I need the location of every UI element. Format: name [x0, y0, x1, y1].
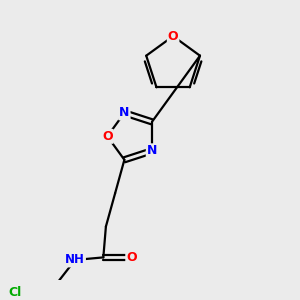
Text: N: N	[119, 106, 130, 119]
Text: Cl: Cl	[8, 286, 21, 299]
Text: O: O	[102, 130, 113, 143]
Text: O: O	[126, 251, 137, 264]
Text: O: O	[168, 30, 178, 43]
Text: N: N	[147, 144, 157, 157]
Text: NH: NH	[65, 254, 85, 266]
